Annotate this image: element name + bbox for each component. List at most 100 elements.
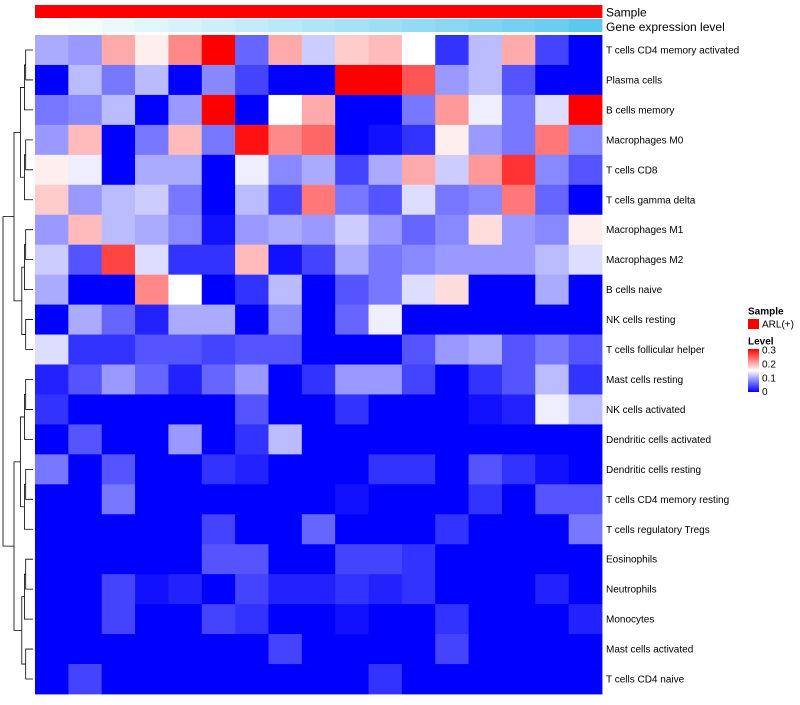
heatmap-cell: Monocytes: 0 bbox=[68, 604, 103, 635]
heatmap-cell: Mast cells resting: 0.06 bbox=[201, 364, 236, 395]
heatmap-cell: Dendritic cells activated: 0.09 bbox=[168, 424, 203, 455]
heatmap-cell: T cells follicular helper: 0 bbox=[368, 334, 403, 365]
heatmap-cell: Macrophages M1: 0.01 bbox=[201, 214, 236, 246]
heatmap-cell: Monocytes: 0.03 bbox=[235, 604, 269, 635]
heatmap-cell: Macrophages M1: 0.17 bbox=[468, 214, 503, 246]
row-label: B cells memory bbox=[606, 105, 674, 116]
heatmap-cell: T cells follicular helper: 0.05 bbox=[268, 334, 303, 365]
heatmap-cell: Mast cells resting: 0 bbox=[435, 364, 469, 395]
heatmap-cell: Macrophages M2: 0.13 bbox=[568, 244, 603, 276]
heatmap-cell: T cells CD4 memory activated: 0.22 bbox=[168, 35, 203, 66]
heatmap-cell: Mast cells activated: 0 bbox=[235, 634, 269, 665]
sample-annotation-cell bbox=[501, 5, 536, 18]
heatmap-cell: B cells naive: 0.15 bbox=[168, 274, 203, 305]
heatmap-cell: B cells naive: 0 bbox=[201, 274, 236, 305]
heatmap-cell: Macrophages M2: 0.08 bbox=[401, 244, 436, 276]
heatmap-cell: Dendritic cells resting: 0.03 bbox=[368, 454, 403, 485]
heatmap-cell: Monocytes: 0.03 bbox=[435, 604, 469, 635]
expression-annotation-cell bbox=[201, 19, 236, 32]
row-label: NK cells activated bbox=[606, 405, 685, 416]
heatmap-cell: Macrophages M2: 0.12 bbox=[35, 244, 69, 276]
heatmap-cell: Macrophages M1: 0.11 bbox=[101, 214, 136, 246]
heatmap-cell: Dendritic cells resting: 0.03 bbox=[501, 454, 536, 485]
sample-annotation-cell bbox=[468, 5, 503, 18]
heatmap-cell: NK cells activated: 0 bbox=[301, 394, 336, 425]
heatmap-cell: NK cells resting: 0 bbox=[501, 304, 536, 335]
heatmap-cell: Macrophages M0: 0.01 bbox=[368, 124, 403, 156]
row-label: T cells regulatory Tregs bbox=[606, 525, 710, 536]
heatmap-cell: T cells CD4 memory resting: 0 bbox=[235, 484, 269, 515]
heatmap-cell: T cells CD4 memory resting: 0 bbox=[68, 484, 103, 515]
heatmap-cell: Mast cells activated: 0 bbox=[401, 634, 436, 665]
heatmap-cell: B cells memory: 0.07 bbox=[401, 94, 436, 126]
heatmap-cell: Macrophages M0: 0.19 bbox=[68, 124, 103, 156]
heatmap-cell: T cells CD8: 0.1 bbox=[168, 154, 203, 186]
heatmap-cell: Dendritic cells resting: 0.02 bbox=[235, 454, 269, 485]
heatmap-cell: T cells CD8: 0.05 bbox=[568, 154, 603, 186]
heatmap-cell: Monocytes: 0 bbox=[501, 604, 536, 635]
expression-annotation-cell bbox=[68, 19, 103, 32]
heatmap-cell: NK cells activated: 0 bbox=[401, 394, 436, 425]
heatmap-cell: Dendritic cells activated: 0 bbox=[35, 424, 69, 455]
heatmap-cell: Eosinophils: 0 bbox=[501, 544, 536, 575]
heatmap-cell: Dendritic cells activated: 0 bbox=[201, 424, 236, 455]
heatmap-cell: Macrophages M0: 0.29 bbox=[235, 124, 269, 156]
heatmap-cell: T cells CD4 memory activated: 0.06 bbox=[235, 35, 269, 66]
heatmap-cell: Dendritic cells activated: 0 bbox=[368, 424, 403, 455]
heatmap-cell: NK cells activated: 0 bbox=[101, 394, 136, 425]
heatmap-cell: T cells regulatory Tregs: 0 bbox=[401, 514, 436, 545]
heatmap-cell: NK cells resting: 0 bbox=[235, 304, 269, 335]
heatmap-cell: T cells regulatory Tregs: 0 bbox=[101, 514, 136, 545]
heatmap-cell: NK cells resting: 0.1 bbox=[168, 304, 203, 335]
sample-annotation-cell bbox=[535, 5, 570, 18]
heatmap-cell: T cells follicular helper: 0.03 bbox=[101, 334, 136, 365]
heatmap-cell: Neutrophils: 0.01 bbox=[135, 574, 169, 605]
sample-annotation-cell bbox=[201, 5, 236, 18]
heatmap-cell: Eosinophils: 0 bbox=[301, 544, 336, 575]
heatmap-cell: Dendritic cells activated: 0 bbox=[301, 424, 336, 455]
heatmap-cell: Macrophages M2: 0.05 bbox=[68, 244, 103, 276]
heatmap-cell: Dendritic cells resting: 0.03 bbox=[201, 454, 236, 485]
heatmap-cell: Macrophages M2: 0.01 bbox=[268, 244, 303, 276]
heatmap-cell: Macrophages M0: 0 bbox=[335, 124, 369, 156]
heatmap-cell: T cells gamma delta: 0.12 bbox=[135, 184, 169, 216]
heatmap-cell: Neutrophils: 0 bbox=[468, 574, 503, 605]
heatmap-cell: Macrophages M2: 0.03 bbox=[168, 244, 203, 276]
heatmap-cell: NK cells resting: 0.14 bbox=[368, 304, 403, 335]
heatmap-cell: Neutrophils: 0 bbox=[568, 574, 603, 605]
heatmap-cell: Neutrophils: 0 bbox=[435, 574, 469, 605]
row-label: Macrophages M0 bbox=[606, 135, 684, 146]
heatmap-cell: B cells memory: 0.11 bbox=[101, 94, 136, 126]
heatmap-cell: Macrophages M1: 0.09 bbox=[35, 214, 69, 246]
heatmap-cell: B cells naive: 0 bbox=[568, 274, 603, 305]
heatmap-cell: Macrophages M2: 0.19 bbox=[235, 244, 269, 276]
row-label: Mast cells activated bbox=[606, 645, 693, 656]
heatmap-cell: B cells naive: 0.13 bbox=[401, 274, 436, 305]
heatmap-cell: NK cells activated: 0 bbox=[435, 394, 469, 425]
heatmap-cell: Dendritic cells activated: 0 bbox=[435, 424, 469, 455]
row-label: Macrophages M1 bbox=[606, 225, 684, 236]
heatmap-cell: T cells CD8: 0.08 bbox=[535, 154, 570, 186]
heatmap-cell: T cells CD4 memory resting: 0 bbox=[401, 484, 436, 515]
expression-annotation-cell bbox=[268, 19, 303, 32]
row-label: Plasma cells bbox=[606, 75, 662, 86]
heatmap-cell: Macrophages M0: 0.16 bbox=[435, 124, 469, 156]
heatmap-cell: Monocytes: 0 bbox=[535, 604, 570, 635]
heatmap-cell: Plasma cells: 0.25 bbox=[401, 64, 436, 96]
heatmap-cell: Mast cells activated: 0 bbox=[135, 634, 169, 665]
heatmap-cell: T cells follicular helper: 0.05 bbox=[135, 334, 169, 365]
sample-annotation-cell bbox=[101, 5, 136, 18]
expression-annotation-cell bbox=[501, 19, 536, 32]
heatmap-cell: Macrophages M0: 0.23 bbox=[535, 124, 570, 156]
heatmap-cell: T cells regulatory Tregs: 0 bbox=[35, 514, 69, 545]
heatmap-cell: Mast cells activated: 0 bbox=[68, 634, 103, 665]
heatmap-cell: NK cells resting: 0 bbox=[468, 304, 503, 335]
heatmap-cell: Monocytes: 0 bbox=[35, 604, 69, 635]
sample-annotation-cell bbox=[235, 5, 269, 18]
heatmap-cell: T cells CD4 memory resting: 0.01 bbox=[335, 484, 369, 515]
heatmap-cell: T cells CD8: 0.08 bbox=[268, 154, 303, 186]
heatmap-cell: Plasma cells: 0.05 bbox=[501, 64, 536, 96]
heatmap-cell: NK cells activated: 0.03 bbox=[35, 394, 69, 425]
heatmap-cell: Macrophages M0: 0.09 bbox=[468, 124, 503, 156]
heatmap-cell: Mast cells resting: 0.04 bbox=[401, 364, 436, 395]
